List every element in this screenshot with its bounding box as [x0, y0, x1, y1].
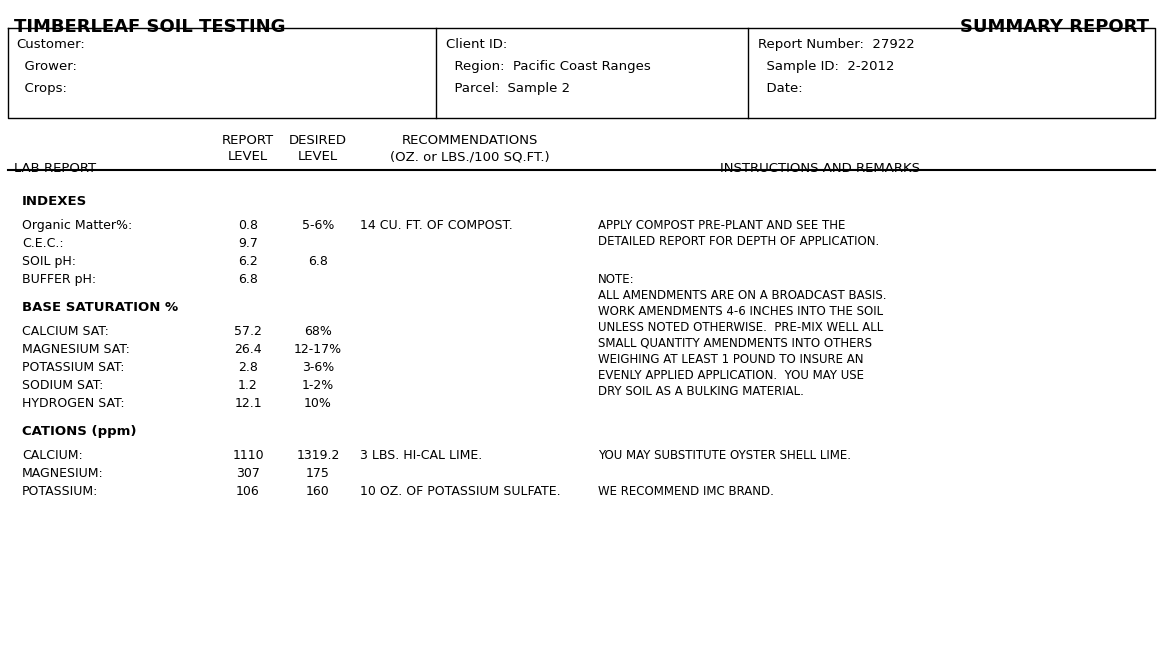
- Text: 1-2%: 1-2%: [302, 379, 334, 392]
- Text: 106: 106: [236, 485, 259, 498]
- Text: BASE SATURATION %: BASE SATURATION %: [22, 301, 178, 314]
- Text: Date:: Date:: [758, 82, 802, 95]
- Text: 14 CU. FT. OF COMPOST.: 14 CU. FT. OF COMPOST.: [361, 219, 513, 232]
- Text: RECOMMENDATIONS: RECOMMENDATIONS: [401, 134, 538, 147]
- Text: 9.7: 9.7: [238, 237, 258, 250]
- Text: 1.2: 1.2: [238, 379, 258, 392]
- Text: POTASSIUM:: POTASSIUM:: [22, 485, 99, 498]
- Text: Parcel:  Sample 2: Parcel: Sample 2: [445, 82, 570, 95]
- Text: APPLY COMPOST PRE-PLANT AND SEE THE
DETAILED REPORT FOR DEPTH OF APPLICATION.: APPLY COMPOST PRE-PLANT AND SEE THE DETA…: [598, 219, 879, 248]
- Text: (OZ. or LBS./100 SQ.FT.): (OZ. or LBS./100 SQ.FT.): [391, 150, 550, 163]
- Text: 3-6%: 3-6%: [302, 361, 334, 374]
- Text: Customer:: Customer:: [16, 38, 85, 51]
- Text: 2.8: 2.8: [238, 361, 258, 374]
- Text: TIMBERLEAF SOIL TESTING: TIMBERLEAF SOIL TESTING: [14, 18, 285, 36]
- Text: 10%: 10%: [304, 397, 331, 410]
- Text: INSTRUCTIONS AND REMARKS: INSTRUCTIONS AND REMARKS: [720, 162, 920, 175]
- Text: 6.8: 6.8: [308, 255, 328, 268]
- Text: 6.2: 6.2: [238, 255, 258, 268]
- Text: 12-17%: 12-17%: [294, 343, 342, 356]
- Text: Sample ID:  2-2012: Sample ID: 2-2012: [758, 60, 894, 73]
- Text: Region:  Pacific Coast Ranges: Region: Pacific Coast Ranges: [445, 60, 650, 73]
- Text: 10 OZ. OF POTASSIUM SULFATE.: 10 OZ. OF POTASSIUM SULFATE.: [361, 485, 561, 498]
- Text: CATIONS (ppm): CATIONS (ppm): [22, 425, 136, 438]
- Text: LEVEL: LEVEL: [228, 150, 267, 163]
- Text: 1110: 1110: [233, 449, 264, 462]
- Text: Organic Matter%:: Organic Matter%:: [22, 219, 133, 232]
- Text: 26.4: 26.4: [234, 343, 262, 356]
- Text: SUMMARY REPORT: SUMMARY REPORT: [959, 18, 1149, 36]
- Text: 68%: 68%: [304, 325, 331, 338]
- Text: 175: 175: [306, 467, 330, 480]
- Text: NOTE:
ALL AMENDMENTS ARE ON A BROADCAST BASIS.
WORK AMENDMENTS 4-6 INCHES INTO T: NOTE: ALL AMENDMENTS ARE ON A BROADCAST …: [598, 273, 886, 398]
- Text: WE RECOMMEND IMC BRAND.: WE RECOMMEND IMC BRAND.: [598, 485, 773, 498]
- Text: DESIRED: DESIRED: [288, 134, 347, 147]
- Text: CALCIUM:: CALCIUM:: [22, 449, 83, 462]
- Text: 1319.2: 1319.2: [297, 449, 340, 462]
- Text: 6.8: 6.8: [238, 273, 258, 286]
- Text: C.E.C.:: C.E.C.:: [22, 237, 64, 250]
- Text: CALCIUM SAT:: CALCIUM SAT:: [22, 325, 109, 338]
- Text: SODIUM SAT:: SODIUM SAT:: [22, 379, 104, 392]
- Text: INDEXES: INDEXES: [22, 195, 87, 208]
- Text: 0.8: 0.8: [238, 219, 258, 232]
- Text: 5-6%: 5-6%: [302, 219, 334, 232]
- Text: Report Number:  27922: Report Number: 27922: [758, 38, 914, 51]
- Text: MAGNESIUM SAT:: MAGNESIUM SAT:: [22, 343, 130, 356]
- Text: 160: 160: [306, 485, 330, 498]
- Text: 3 LBS. HI-CAL LIME.: 3 LBS. HI-CAL LIME.: [361, 449, 483, 462]
- Text: 307: 307: [236, 467, 261, 480]
- Text: 12.1: 12.1: [234, 397, 262, 410]
- Text: 57.2: 57.2: [234, 325, 262, 338]
- Text: BUFFER pH:: BUFFER pH:: [22, 273, 97, 286]
- Text: REPORT: REPORT: [222, 134, 274, 147]
- Text: POTASSIUM SAT:: POTASSIUM SAT:: [22, 361, 124, 374]
- Text: Crops:: Crops:: [16, 82, 67, 95]
- Text: LAB REPORT: LAB REPORT: [14, 162, 97, 175]
- Text: YOU MAY SUBSTITUTE OYSTER SHELL LIME.: YOU MAY SUBSTITUTE OYSTER SHELL LIME.: [598, 449, 851, 462]
- Text: SOIL pH:: SOIL pH:: [22, 255, 76, 268]
- Text: MAGNESIUM:: MAGNESIUM:: [22, 467, 104, 480]
- Text: Grower:: Grower:: [16, 60, 77, 73]
- Text: LEVEL: LEVEL: [298, 150, 338, 163]
- Text: Client ID:: Client ID:: [445, 38, 507, 51]
- Text: HYDROGEN SAT:: HYDROGEN SAT:: [22, 397, 124, 410]
